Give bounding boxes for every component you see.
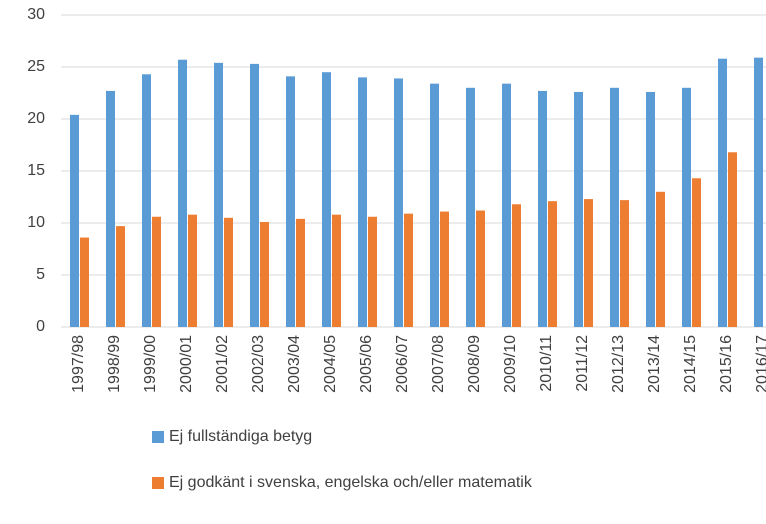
- bar: [682, 87, 691, 327]
- bar: [718, 58, 727, 328]
- bar: [512, 204, 521, 327]
- x-tick-label: 2000/01: [178, 335, 195, 393]
- y-tick-label: 10: [27, 214, 45, 231]
- bar: [260, 221, 269, 327]
- bar: [620, 200, 629, 327]
- bar: [178, 59, 187, 327]
- bar: [502, 83, 511, 327]
- y-tick-label: 5: [36, 266, 45, 283]
- bar: [70, 114, 79, 327]
- x-tick-label: 2004/05: [322, 335, 339, 393]
- bar: [142, 74, 151, 327]
- x-tick-label: 2013/14: [646, 335, 663, 393]
- legend-label: Ej fullständiga betyg: [169, 428, 312, 445]
- bar: [368, 216, 377, 327]
- y-tick-label: 30: [27, 6, 45, 23]
- bar: [728, 152, 737, 327]
- bar: [430, 83, 439, 327]
- bar: [440, 211, 449, 327]
- x-tick-label: 1999/00: [142, 335, 159, 393]
- y-tick-label: 20: [27, 110, 45, 127]
- y-tick-label: 15: [27, 162, 45, 179]
- x-tick-label: 2009/10: [502, 335, 519, 393]
- bar: [322, 72, 331, 327]
- bar: [646, 91, 655, 328]
- y-tick-label: 25: [27, 58, 45, 75]
- x-tick-label: 2001/02: [214, 335, 231, 393]
- bar: [358, 77, 367, 328]
- x-tick-label: 1997/98: [70, 335, 87, 393]
- x-tick-label: 2012/13: [610, 335, 627, 393]
- bar: [584, 199, 593, 327]
- bar: [250, 63, 259, 327]
- x-tick-label: 2003/04: [286, 335, 303, 393]
- x-tick-label: 2015/16: [718, 335, 735, 393]
- bar: [296, 218, 305, 327]
- bar: [188, 214, 197, 327]
- x-tick-label: 2005/06: [358, 335, 375, 393]
- x-tick-label: 1998/99: [106, 335, 123, 393]
- bar: [214, 62, 223, 328]
- bar: [466, 87, 475, 327]
- bar: [574, 91, 583, 328]
- bar: [286, 76, 295, 327]
- bar: [656, 191, 665, 327]
- x-tick-label: 2007/08: [430, 335, 447, 393]
- x-tick-label: 2011/12: [574, 335, 591, 392]
- bar: [394, 78, 403, 327]
- y-tick-label: 0: [36, 318, 45, 335]
- bar: [80, 237, 89, 327]
- bar: [754, 57, 763, 327]
- bar: [610, 87, 619, 327]
- bar: [404, 213, 413, 327]
- bar: [692, 178, 701, 327]
- bar: [538, 90, 547, 327]
- bar: [116, 226, 125, 327]
- bar: [476, 210, 485, 327]
- bar: [224, 217, 233, 327]
- x-tick-label: 2008/09: [466, 335, 483, 393]
- legend-label: Ej godkänt i svenska, engelska och/eller…: [169, 474, 533, 491]
- legend-swatch: [152, 431, 164, 443]
- bar: [332, 214, 341, 327]
- legend-swatch: [152, 477, 164, 489]
- x-tick-label: 2016/17: [754, 335, 766, 393]
- x-tick-label: 2002/03: [250, 335, 267, 393]
- bar: [106, 90, 115, 327]
- bar: [548, 201, 557, 327]
- bar: [152, 216, 161, 327]
- x-tick-label: 2014/15: [682, 335, 699, 393]
- x-tick-label: 2010/11: [538, 335, 555, 392]
- x-tick-label: 2006/07: [394, 335, 411, 393]
